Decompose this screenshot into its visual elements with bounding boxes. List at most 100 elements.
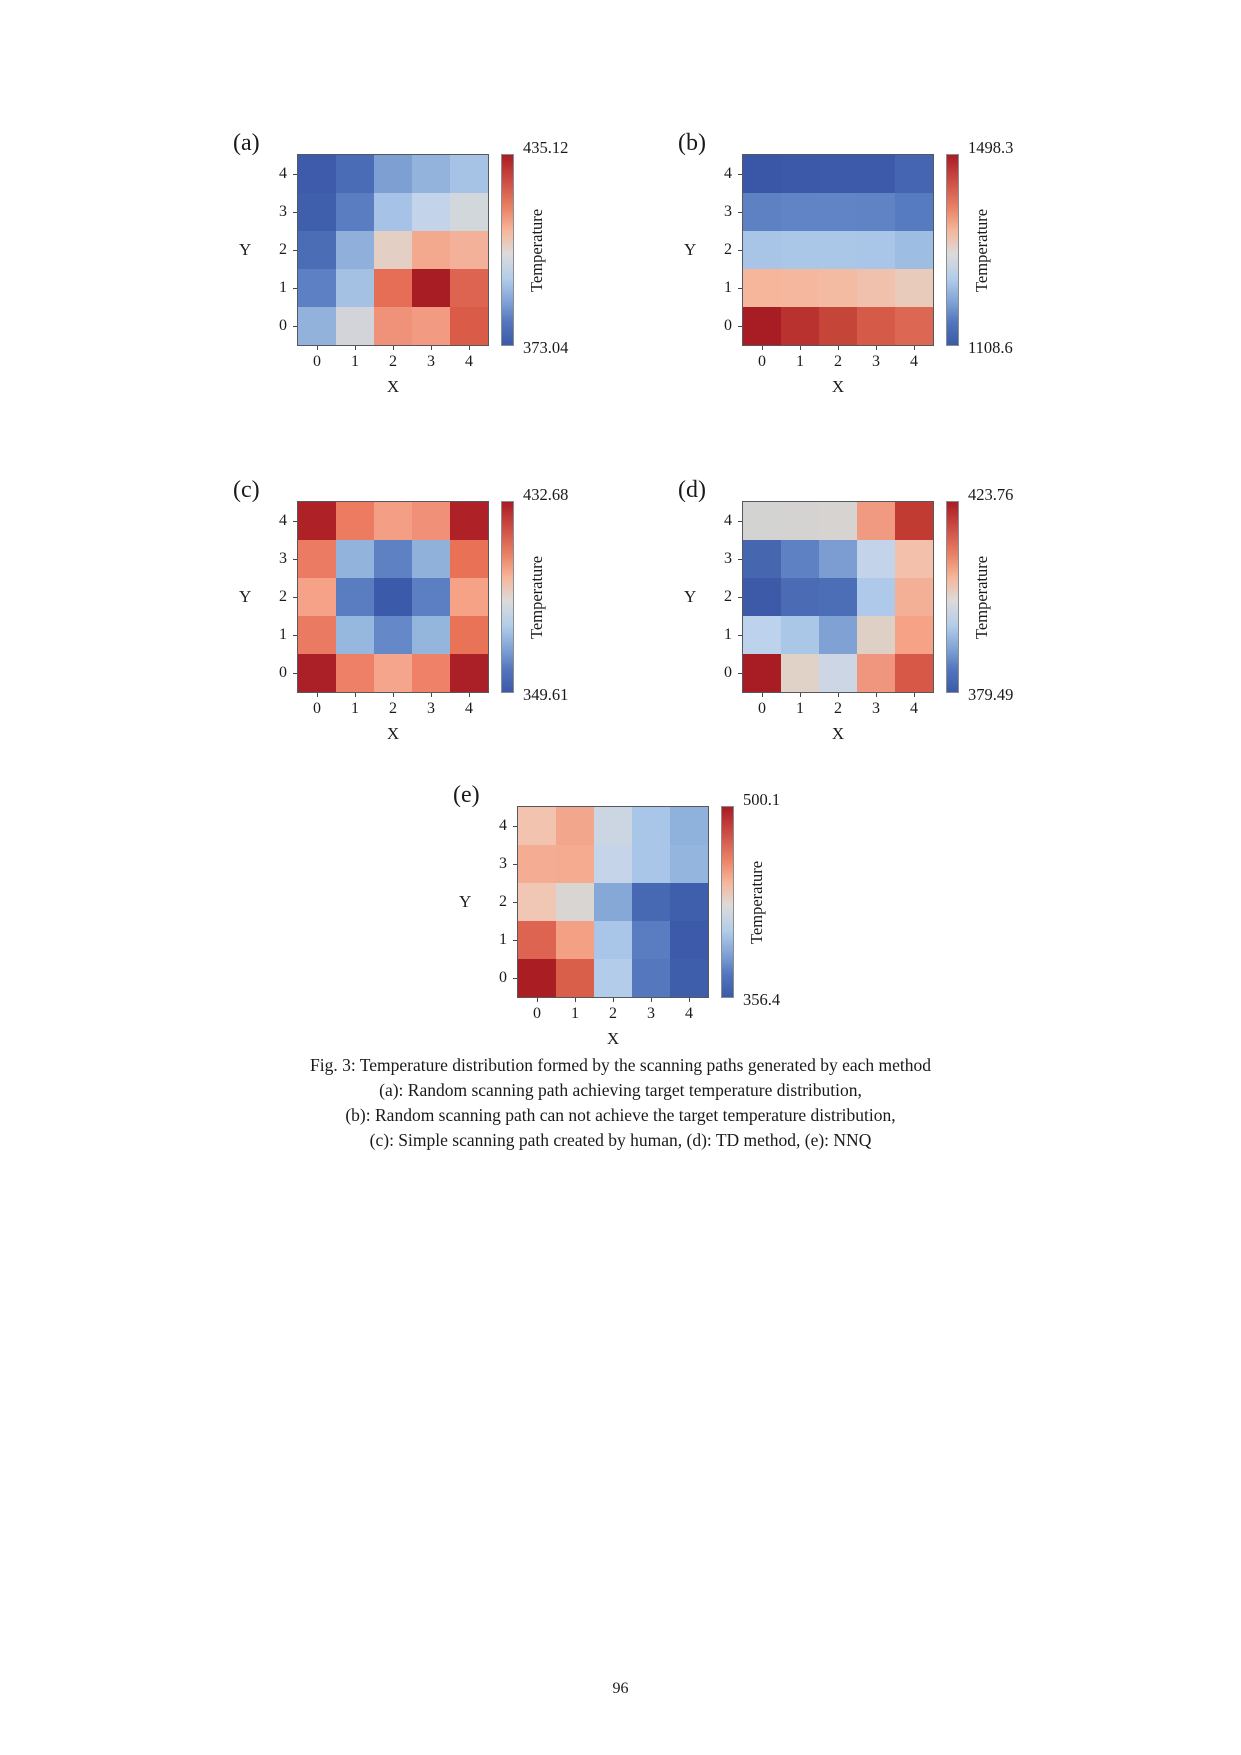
heatmap-cell: [298, 616, 336, 654]
heatmap-cell: [336, 155, 374, 193]
y-tick-mark: [293, 521, 297, 522]
heatmap-cell: [374, 193, 412, 231]
y-axis-label: Y: [684, 587, 697, 606]
x-tick-label: 4: [910, 353, 918, 370]
x-axis-ticks: 0 1 2 3 4: [453, 762, 823, 1062]
colorbar-max-value: 1498.3: [968, 138, 1014, 157]
x-tick-label: 2: [609, 1005, 617, 1022]
colorbar-max-value: 423.76: [968, 485, 1014, 504]
x-axis-label: X: [831, 377, 845, 396]
heatmap-cell: [412, 193, 450, 231]
y-axis-ticks: 4 3 2 1 0: [233, 457, 603, 757]
heatmap-cell: [857, 231, 895, 269]
heatmap-cell: [670, 883, 708, 921]
figure-caption: Fig. 3: Temperature distribution formed …: [0, 1053, 1241, 1153]
y-tick-label: 2: [279, 588, 287, 605]
heatmap-cell: [895, 231, 933, 269]
heatmap-cell: [374, 155, 412, 193]
y-tick-label: 1: [499, 931, 507, 948]
heatmap-cell: [450, 616, 488, 654]
heatmap-cell: [450, 502, 488, 540]
x-tick-mark: [355, 693, 356, 697]
heatmap-grid: [297, 154, 489, 346]
heatmap-cell: [670, 845, 708, 883]
x-axis-ticks: 0 1 2 3 4: [233, 457, 603, 757]
y-tick-label: 4: [279, 512, 287, 529]
heatmap-cell: [298, 540, 336, 578]
heatmap-cell: [412, 616, 450, 654]
y-tick-label: 3: [279, 203, 287, 220]
heatmap-cell: [781, 616, 819, 654]
caption-line-4: (c): Simple scanning path created by hum…: [369, 1130, 872, 1150]
heatmap-cell: [594, 959, 632, 997]
x-axis-ticks: 0 1 2 3 4: [233, 110, 603, 410]
heatmap-cell: [556, 921, 594, 959]
y-axis-label: Y: [239, 587, 252, 606]
x-tick-mark: [689, 998, 690, 1002]
x-tick-label: 2: [834, 353, 842, 370]
y-axis-label: Y: [459, 892, 472, 911]
y-tick-mark: [293, 250, 297, 251]
y-tick-mark: [293, 212, 297, 213]
heatmap-cell: [374, 578, 412, 616]
heatmap-cell: [336, 616, 374, 654]
heatmap-cell: [670, 921, 708, 959]
x-tick-mark: [317, 693, 318, 697]
heatmap-cell: [374, 502, 412, 540]
x-tick-label: 1: [796, 700, 804, 717]
heatmap-cell: [518, 921, 556, 959]
figure-panel-c: (c) Y 4 3 2 1 0 0 1 2 3 4 X 432.68 Temperature 3…: [233, 457, 603, 757]
heatmap-cell: [594, 807, 632, 845]
y-tick-mark: [293, 597, 297, 598]
heatmap-grid: [742, 154, 934, 346]
heatmap-cell: [298, 578, 336, 616]
heatmap-cell: [857, 269, 895, 307]
heatmap-cell: [781, 269, 819, 307]
x-tick-mark: [613, 998, 614, 1002]
x-tick-mark: [800, 346, 801, 350]
y-tick-mark: [513, 902, 517, 903]
colorbar-max-value: 432.68: [523, 485, 569, 504]
heatmap-cell: [450, 540, 488, 578]
x-tick-mark: [876, 693, 877, 697]
x-tick-label: 4: [465, 700, 473, 717]
heatmap-cell: [743, 269, 781, 307]
heatmap-cell: [743, 155, 781, 193]
heatmap-cell: [450, 269, 488, 307]
heatmap-cell: [336, 654, 374, 692]
x-tick-mark: [762, 693, 763, 697]
x-tick-label: 0: [533, 1005, 541, 1022]
heatmap-cell: [336, 540, 374, 578]
colorbar-axis-label: Temperature: [527, 555, 546, 639]
x-axis-ticks: 0 1 2 3 4: [678, 457, 1048, 757]
x-tick-mark: [914, 693, 915, 697]
heatmap-cell: [819, 616, 857, 654]
heatmap-cell: [298, 307, 336, 345]
heatmap-cell: [450, 155, 488, 193]
heatmap-cell: [336, 193, 374, 231]
x-tick-label: 0: [313, 700, 321, 717]
figure-panel-a: (a) Y 4 3 2 1 0 0 1 2 3 4 X 435.12 Temperature 3…: [233, 110, 603, 410]
heatmap-cell: [670, 807, 708, 845]
y-tick-label: 0: [279, 317, 287, 334]
y-tick-mark: [738, 559, 742, 560]
x-tick-mark: [393, 346, 394, 350]
heatmap-cell: [450, 654, 488, 692]
colorbar-max-value: 435.12: [523, 138, 569, 157]
x-axis-label: X: [386, 724, 400, 743]
y-tick-mark: [738, 597, 742, 598]
y-tick-label: 0: [724, 317, 732, 334]
panel-label: (b): [678, 130, 706, 156]
x-tick-label: 1: [571, 1005, 579, 1022]
heatmap-cell: [632, 807, 670, 845]
heatmap-cell: [857, 616, 895, 654]
colorbar-axis-label: Temperature: [527, 208, 546, 292]
x-tick-mark: [317, 346, 318, 350]
x-tick-mark: [800, 693, 801, 697]
x-tick-label: 2: [389, 353, 397, 370]
y-tick-label: 1: [724, 279, 732, 296]
x-axis-label: X: [606, 1029, 620, 1048]
x-tick-label: 2: [834, 700, 842, 717]
heatmap-cell: [743, 540, 781, 578]
heatmap-cell: [895, 155, 933, 193]
